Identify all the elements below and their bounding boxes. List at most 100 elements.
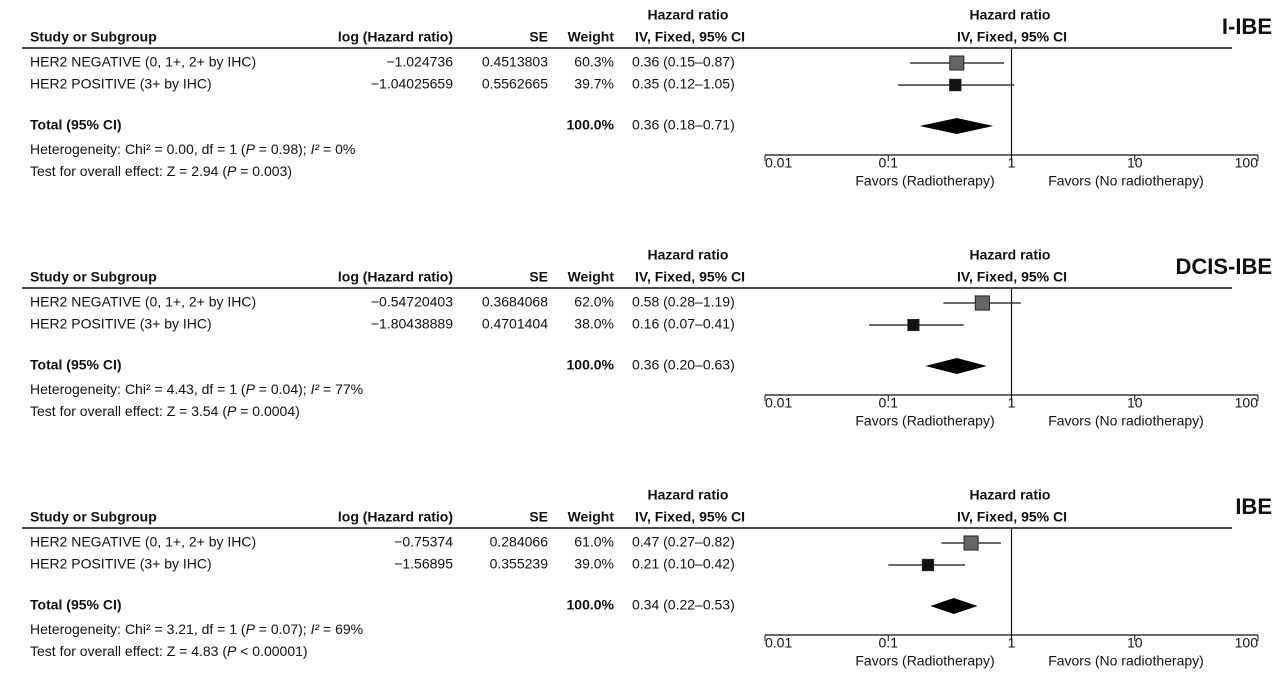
heterogeneity-part: = 0.04); xyxy=(255,381,311,397)
heterogeneity-part: P xyxy=(246,621,256,637)
heterogeneity: Heterogeneity: Chi² = 0.00, df = 1 (P = … xyxy=(30,141,355,157)
column-header: Study or Subgroup xyxy=(30,29,157,45)
column-header: Weight xyxy=(568,29,615,45)
study-name: HER2 POSITIVE (3+ by IHC) xyxy=(30,76,212,92)
log-hr: −1.80438889 xyxy=(371,316,453,332)
se: 0.4701404 xyxy=(482,316,548,332)
heterogeneity-part: I² xyxy=(311,621,321,637)
point-estimate xyxy=(974,295,990,311)
overall-effect-part: = 0.003) xyxy=(236,163,292,179)
column-header: SE xyxy=(529,269,548,285)
column-header: log (Hazard ratio) xyxy=(338,29,453,45)
se: 0.4513803 xyxy=(482,54,548,70)
x-tick-label: 0.01 xyxy=(765,155,792,171)
column-header: Weight xyxy=(568,269,615,285)
weight: 38.0% xyxy=(574,316,614,332)
total-label: Total (95% CI) xyxy=(30,597,122,613)
heterogeneity-part: = 0% xyxy=(319,141,355,157)
x-label-left: Favors (Radiotherapy) xyxy=(855,653,994,669)
total-hr-ci: 0.34 (0.22–0.53) xyxy=(632,597,735,613)
x-tick-label: 0.01 xyxy=(765,635,792,651)
se: 0.5562665 xyxy=(482,76,548,92)
overall-effect-part: < 0.00001) xyxy=(236,643,307,659)
study-name: HER2 NEGATIVE (0, 1+, 2+ by IHC) xyxy=(30,534,256,550)
heterogeneity-part: Heterogeneity: Chi² = 0.00, df = 1 ( xyxy=(30,141,246,157)
overall-effect-part: Test for overall effect: Z = 3.54 ( xyxy=(30,403,227,419)
column-header: SE xyxy=(529,29,548,45)
total-diamond xyxy=(925,358,987,374)
hr-ci: 0.58 (0.28–1.19) xyxy=(632,294,735,310)
log-hr: −1.04025659 xyxy=(371,76,453,92)
point-estimate xyxy=(963,535,979,551)
total-diamond xyxy=(919,118,994,134)
weight: 39.7% xyxy=(574,76,614,92)
heterogeneity-part: = 0.98); xyxy=(255,141,311,157)
overall-effect-part: = 0.0004) xyxy=(236,403,299,419)
forest-panel: IBE Study or Subgroup log (Hazard ratio) SE… xyxy=(22,487,1272,669)
point-estimate xyxy=(949,55,965,71)
weight: 39.0% xyxy=(574,556,614,572)
study-name: HER2 POSITIVE (3+ by IHC) xyxy=(30,556,212,572)
column-header: Hazard ratio xyxy=(648,7,729,23)
column-header: Hazard ratio xyxy=(970,487,1051,503)
total-weight: 100.0% xyxy=(567,597,615,613)
column-header: log (Hazard ratio) xyxy=(338,509,453,525)
panel-title: I-IBE xyxy=(1222,14,1272,39)
x-label-right: Favors (No radiotherapy) xyxy=(1048,413,1204,429)
column-header: Weight xyxy=(568,509,615,525)
total-weight: 100.0% xyxy=(567,117,615,133)
column-header: IV, Fixed, 95% CI xyxy=(957,269,1067,285)
log-hr: −1.56895 xyxy=(394,556,453,572)
x-tick-label: 100 xyxy=(1235,635,1259,651)
hr-ci: 0.21 (0.10–0.42) xyxy=(632,556,735,572)
x-tick-label: 10 xyxy=(1127,155,1143,171)
forest-panel: I-IBE Study or Subgroup log (Hazard ratio)… xyxy=(22,7,1272,189)
column-header: Hazard ratio xyxy=(970,247,1051,263)
overall-effect-part: Test for overall effect: Z = 4.83 ( xyxy=(30,643,227,659)
heterogeneity-part: Heterogeneity: Chi² = 4.43, df = 1 ( xyxy=(30,381,246,397)
point-estimate xyxy=(949,78,962,92)
x-tick-label: 1 xyxy=(1008,395,1016,411)
forest-panel: DCIS-IBE Study or Subgroup log (Hazard rat… xyxy=(22,247,1272,429)
study-name: HER2 NEGATIVE (0, 1+, 2+ by IHC) xyxy=(30,54,256,70)
panel-title: IBE xyxy=(1235,494,1272,519)
log-hr: −1.024736 xyxy=(386,54,453,70)
weight: 60.3% xyxy=(574,54,614,70)
total-diamond xyxy=(930,598,978,614)
column-header: Study or Subgroup xyxy=(30,509,157,525)
hr-ci: 0.35 (0.12–1.05) xyxy=(632,76,735,92)
overall-effect-part: P xyxy=(227,643,237,659)
heterogeneity-part: = 69% xyxy=(319,621,363,637)
x-tick-label: 0.1 xyxy=(879,635,899,651)
column-header: IV, Fixed, 95% CI xyxy=(957,509,1067,525)
overall-effect: Test for overall effect: Z = 3.54 (P = 0… xyxy=(30,403,300,419)
overall-effect: Test for overall effect: Z = 4.83 (P < 0… xyxy=(30,643,308,659)
overall-effect: Test for overall effect: Z = 2.94 (P = 0… xyxy=(30,163,292,179)
x-tick-label: 10 xyxy=(1127,635,1143,651)
column-header: IV, Fixed, 95% CI xyxy=(635,269,745,285)
column-header: log (Hazard ratio) xyxy=(338,269,453,285)
x-tick-label: 100 xyxy=(1235,395,1259,411)
x-tick-label: 1 xyxy=(1008,635,1016,651)
x-tick-label: 0.1 xyxy=(879,395,899,411)
total-hr-ci: 0.36 (0.20–0.63) xyxy=(632,357,735,373)
total-label: Total (95% CI) xyxy=(30,357,122,373)
heterogeneity: Heterogeneity: Chi² = 4.43, df = 1 (P = … xyxy=(30,381,363,397)
hr-ci: 0.16 (0.07–0.41) xyxy=(632,316,735,332)
x-tick-label: 1 xyxy=(1008,155,1016,171)
heterogeneity-part: = 0.07); xyxy=(255,621,311,637)
point-estimate xyxy=(921,558,935,572)
x-tick-label: 0.01 xyxy=(765,395,792,411)
column-header: SE xyxy=(529,509,548,525)
column-header: IV, Fixed, 95% CI xyxy=(635,29,745,45)
hr-ci: 0.47 (0.27–0.82) xyxy=(632,534,735,550)
overall-effect-part: P xyxy=(227,403,237,419)
log-hr: −0.75374 xyxy=(394,534,453,550)
study-name: HER2 NEGATIVE (0, 1+, 2+ by IHC) xyxy=(30,294,256,310)
heterogeneity-part: I² xyxy=(311,381,321,397)
weight: 62.0% xyxy=(574,294,614,310)
weight: 61.0% xyxy=(574,534,614,550)
heterogeneity-part: P xyxy=(246,381,256,397)
